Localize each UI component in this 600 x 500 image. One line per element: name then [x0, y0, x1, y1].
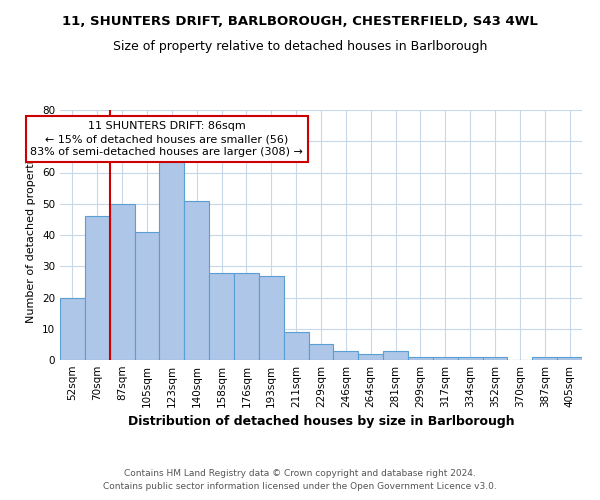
Bar	[134, 232, 160, 360]
X-axis label: Distribution of detached houses by size in Barlborough: Distribution of detached houses by size …	[128, 416, 514, 428]
Text: Contains HM Land Registry data © Crown copyright and database right 2024.: Contains HM Land Registry data © Crown c…	[124, 468, 476, 477]
Bar	[532, 357, 557, 360]
Bar	[408, 357, 433, 360]
Bar	[209, 272, 234, 360]
Bar	[234, 272, 259, 360]
Bar	[184, 200, 209, 360]
Text: 11, SHUNTERS DRIFT, BARLBOROUGH, CHESTERFIELD, S43 4WL: 11, SHUNTERS DRIFT, BARLBOROUGH, CHESTER…	[62, 15, 538, 28]
Text: Size of property relative to detached houses in Barlborough: Size of property relative to detached ho…	[113, 40, 487, 53]
Y-axis label: Number of detached properties: Number of detached properties	[26, 148, 37, 322]
Bar	[358, 354, 383, 360]
Bar	[110, 204, 134, 360]
Bar	[482, 357, 508, 360]
Bar	[284, 332, 308, 360]
Bar	[383, 350, 408, 360]
Bar	[458, 357, 482, 360]
Bar	[60, 298, 85, 360]
Bar	[308, 344, 334, 360]
Bar	[334, 350, 358, 360]
Bar	[557, 357, 582, 360]
Bar	[433, 357, 458, 360]
Text: 11 SHUNTERS DRIFT: 86sqm
← 15% of detached houses are smaller (56)
83% of semi-d: 11 SHUNTERS DRIFT: 86sqm ← 15% of detach…	[31, 121, 304, 158]
Bar	[259, 276, 284, 360]
Bar	[85, 216, 110, 360]
Bar	[160, 154, 184, 360]
Text: Contains public sector information licensed under the Open Government Licence v3: Contains public sector information licen…	[103, 482, 497, 491]
